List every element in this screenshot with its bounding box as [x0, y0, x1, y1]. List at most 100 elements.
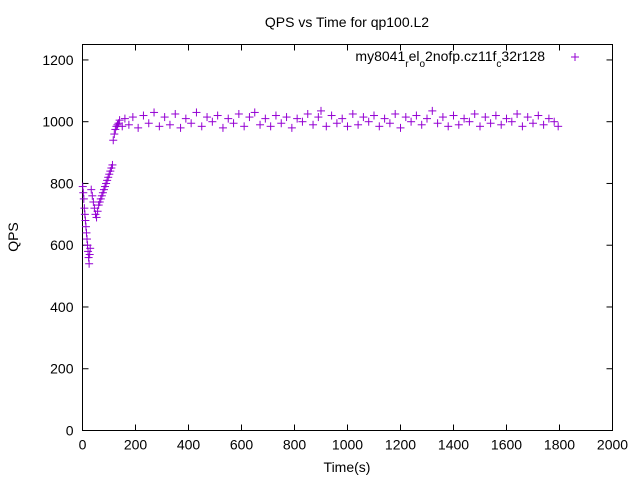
x-tick-label: 400 [177, 437, 201, 453]
data-point [271, 111, 280, 120]
data-point [245, 113, 254, 122]
data-point [224, 114, 233, 123]
legend-entry-marker [571, 53, 579, 61]
data-point [155, 122, 164, 131]
data-point [317, 106, 325, 115]
data-point [197, 122, 206, 131]
data-point [417, 120, 426, 129]
data-point [544, 114, 553, 123]
data-point [120, 114, 129, 123]
data-point [261, 114, 270, 123]
data-point [234, 109, 243, 118]
data-point [150, 108, 159, 117]
y-tick-label: 200 [50, 361, 74, 377]
data-point [79, 188, 88, 197]
x-tick-label: 200 [124, 437, 148, 453]
data-point [354, 120, 363, 129]
legend-label-part: el [409, 48, 420, 64]
data-point [115, 116, 124, 125]
data-point [160, 113, 169, 122]
data-point [433, 119, 442, 128]
legend-label-subscript: o [419, 59, 425, 70]
data-point [287, 123, 296, 132]
x-axis-label: Time(s) [324, 459, 371, 475]
data-point [314, 113, 323, 122]
data-point [298, 117, 307, 126]
data-point [523, 113, 532, 122]
data-point [88, 191, 97, 200]
data-point [309, 120, 318, 129]
data-point [539, 120, 548, 129]
data-point [396, 123, 405, 132]
data-point [529, 119, 537, 128]
data-point [92, 213, 101, 222]
data-point [85, 250, 94, 259]
axis-ticks [82, 44, 613, 431]
data-point [470, 109, 479, 118]
data-point [476, 122, 484, 131]
data-point [534, 111, 543, 120]
data-point [86, 244, 95, 253]
data-point [444, 122, 453, 131]
data-point [229, 119, 238, 128]
data-point [118, 122, 127, 131]
data-point [332, 119, 341, 128]
data-point [250, 108, 259, 117]
data-point [385, 119, 394, 128]
x-tick-label: 1200 [385, 437, 416, 453]
data-point [401, 113, 410, 122]
x-tick-label: 1600 [491, 437, 522, 453]
data-point [322, 122, 331, 131]
data-point [139, 111, 148, 120]
y-tick-label: 600 [50, 237, 74, 253]
legend-label-subscript: r [405, 59, 409, 70]
data-point [486, 119, 495, 128]
data-point [449, 111, 458, 120]
y-tick-label: 800 [50, 175, 74, 191]
x-tick-label: 1800 [544, 437, 575, 453]
data-point [113, 120, 122, 129]
data-point [171, 109, 180, 118]
data-point [277, 119, 286, 128]
data-point [78, 182, 87, 191]
data-point [144, 119, 153, 128]
data-point [550, 117, 559, 126]
y-tick-label: 1200 [42, 52, 73, 68]
data-point [338, 114, 347, 123]
plot-frame [82, 44, 613, 431]
data-point [108, 160, 117, 169]
data-point [134, 123, 143, 132]
axis-tick-labels: 0 200 400 600 800 1000 1200 1400 1600 1800 2000 0 20… [42, 52, 628, 453]
data-point [213, 111, 222, 120]
data-point [165, 120, 174, 129]
y-tick-label: 0 [66, 423, 74, 439]
x-tick-label: 1400 [438, 437, 469, 453]
data-point [428, 106, 437, 115]
legend-label-part: my8041 [355, 48, 405, 64]
data-point [81, 222, 90, 231]
y-axis-label: QPS [5, 222, 21, 252]
data-point [303, 109, 312, 118]
data-point [491, 111, 500, 120]
data-point [83, 235, 92, 244]
data-point [407, 117, 416, 126]
data-point [438, 113, 447, 122]
legend-label-part: 2nofp.cz11f [425, 48, 496, 64]
x-tick-label: 2000 [597, 437, 628, 453]
data-point [554, 122, 563, 131]
chart-title: QPS vs Time for qp100.L2 [265, 14, 429, 30]
x-tick-label: 0 [79, 437, 87, 453]
data-point [79, 194, 88, 203]
data-point [454, 120, 463, 129]
data-point [82, 228, 91, 237]
data-point [412, 111, 421, 120]
data-point [380, 114, 389, 123]
data-point [460, 114, 469, 123]
data-point [282, 113, 291, 122]
data-point [256, 120, 265, 129]
data-point [375, 122, 384, 131]
data-point [359, 113, 368, 122]
data-point [85, 259, 94, 268]
data-point [208, 117, 217, 126]
